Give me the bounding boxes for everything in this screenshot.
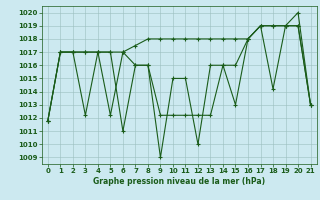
X-axis label: Graphe pression niveau de la mer (hPa): Graphe pression niveau de la mer (hPa): [93, 177, 265, 186]
